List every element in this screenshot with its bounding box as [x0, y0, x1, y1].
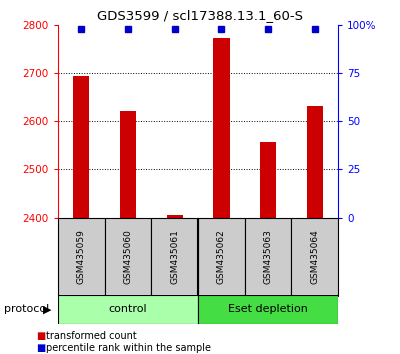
Text: transformed count: transformed count [46, 331, 137, 341]
Text: GSM435062: GSM435062 [217, 229, 226, 284]
Text: GSM435061: GSM435061 [170, 229, 179, 284]
Text: ▶: ▶ [43, 304, 52, 314]
Bar [213, 38, 230, 218]
Bar [245, 218, 291, 296]
Bar [291, 218, 338, 296]
Text: ■: ■ [36, 331, 45, 341]
Bar [73, 76, 90, 218]
Text: GSM435059: GSM435059 [77, 229, 86, 284]
Bar [58, 218, 105, 296]
Text: GSM435064: GSM435064 [310, 229, 319, 284]
Bar [306, 106, 323, 218]
Text: protocol: protocol [4, 304, 49, 314]
Bar [198, 295, 338, 324]
Text: GDS3599 / scl17388.13.1_60-S: GDS3599 / scl17388.13.1_60-S [97, 9, 303, 22]
Text: control: control [109, 304, 147, 314]
Text: GSM435060: GSM435060 [124, 229, 132, 284]
Bar [105, 218, 151, 296]
Text: percentile rank within the sample: percentile rank within the sample [46, 343, 211, 353]
Bar [151, 218, 198, 296]
Bar [120, 111, 136, 218]
Bar [58, 295, 198, 324]
Text: GSM435063: GSM435063 [264, 229, 272, 284]
Bar [166, 215, 183, 218]
Text: Eset depletion: Eset depletion [228, 304, 308, 314]
Bar [198, 218, 245, 296]
Bar [260, 142, 276, 218]
Text: ■: ■ [36, 343, 45, 353]
